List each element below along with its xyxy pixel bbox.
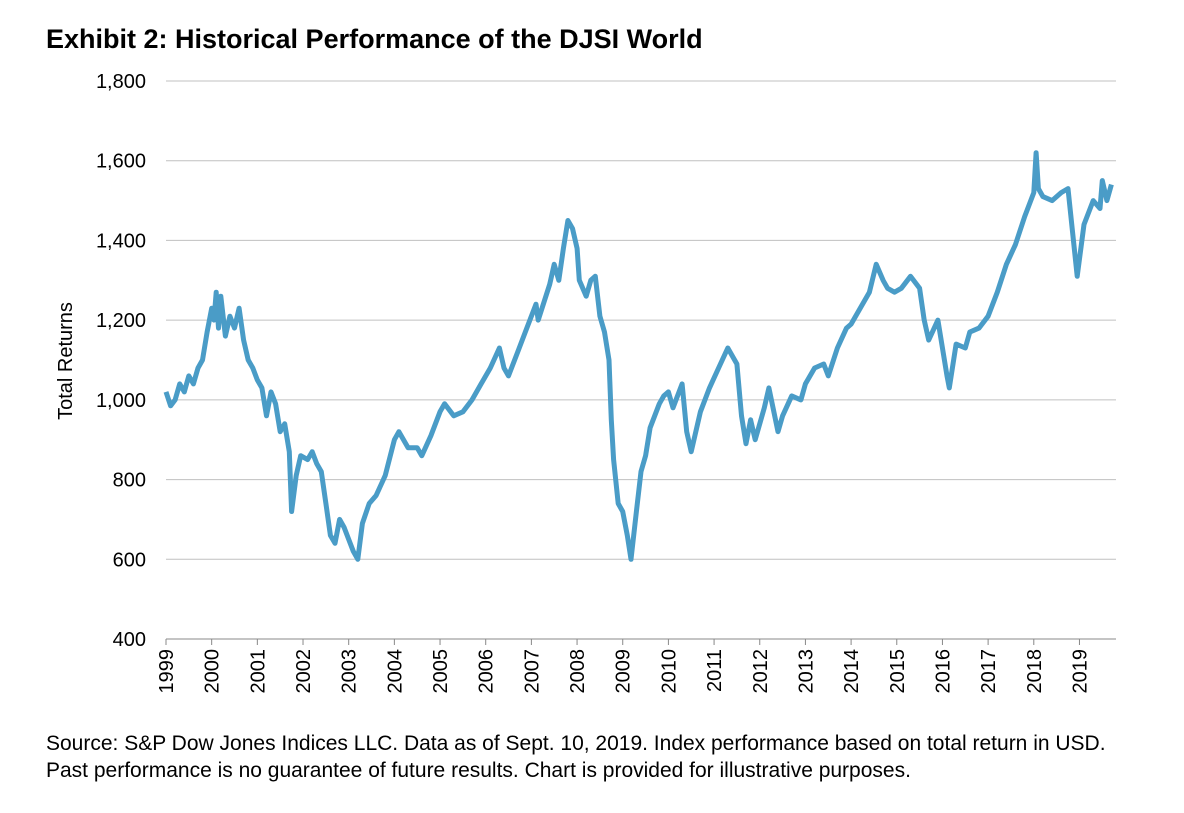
y-axis-label: Total Returns [55, 302, 77, 420]
x-tick-label: 2010 [658, 649, 680, 694]
chart-title: Exhibit 2: Historical Performance of the… [46, 24, 703, 54]
footnote: Source: S&P Dow Jones Indices LLC. Data … [46, 732, 1106, 782]
x-tick-label: 2018 [1024, 649, 1046, 694]
y-tick-label: 1,000 [96, 390, 146, 412]
x-tick-label: 2014 [841, 649, 863, 694]
y-tick-label: 1,800 [96, 71, 146, 93]
x-tick-label: 2006 [476, 649, 498, 694]
x-tick-label: 2001 [247, 649, 269, 694]
x-tick-label: 2002 [293, 649, 315, 694]
x-tick-label: 2003 [339, 649, 361, 694]
x-tick-label: 2000 [202, 649, 224, 694]
x-tick-label: 2011 [704, 649, 726, 692]
x-tick-label: 2019 [1069, 649, 1091, 694]
x-tick-label: 2005 [430, 649, 452, 694]
y-tick-label: 400 [113, 629, 146, 651]
x-tick-label: 1999 [156, 649, 178, 694]
y-tick-label: 800 [113, 470, 146, 492]
x-tick-label: 2017 [978, 649, 1000, 694]
x-tick-label: 2007 [521, 649, 543, 694]
data-line [163, 150, 1114, 562]
x-tick-label: 2012 [750, 649, 772, 694]
x-tick-label: 2008 [567, 649, 589, 694]
y-tick-label: 1,600 [96, 151, 146, 173]
x-tick-label: 2016 [932, 649, 954, 694]
y-tick-label: 600 [113, 549, 146, 571]
x-tick-label: 2009 [613, 649, 635, 694]
y-tick-label: 1,200 [96, 310, 146, 332]
x-tick-label: 2013 [795, 649, 817, 694]
x-tick-label: 2015 [887, 649, 909, 694]
y-tick-label: 1,400 [96, 230, 146, 252]
x-tick-label: 2004 [384, 649, 406, 694]
